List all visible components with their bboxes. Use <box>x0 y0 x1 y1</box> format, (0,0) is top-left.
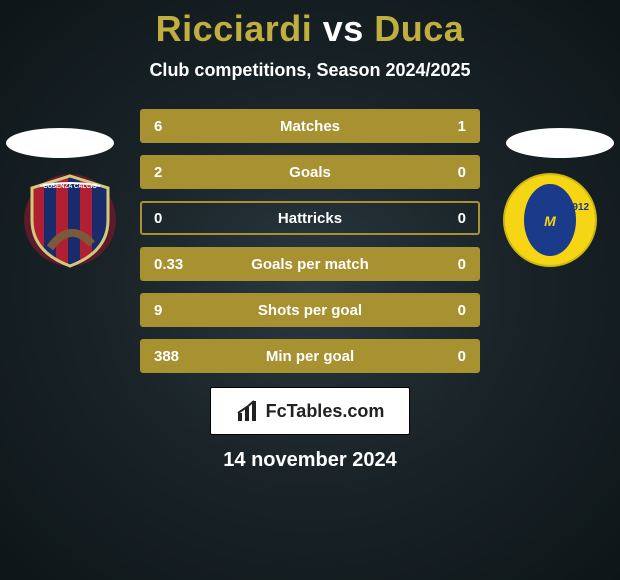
stat-row: 0Hattricks0 <box>140 201 480 235</box>
shield-icon: M 1912 <box>500 170 600 270</box>
stat-row: 2Goals0 <box>140 155 480 189</box>
stat-value-left: 6 <box>142 118 212 135</box>
stat-value-right: 0 <box>408 256 478 273</box>
stat-row: 388Min per goal0 <box>140 339 480 373</box>
comparison-card: Ricciardi vs Duca Club competitions, Sea… <box>0 0 620 580</box>
stat-value-right: 0 <box>408 348 478 365</box>
page-title: Ricciardi vs Duca <box>0 8 620 50</box>
right-club-badge: M 1912 <box>500 170 600 270</box>
stat-value-left: 388 <box>142 348 212 365</box>
fctables-text: FcTables.com <box>266 401 385 422</box>
title-vs: vs <box>312 8 374 49</box>
stat-label: Matches <box>212 118 408 135</box>
stat-value-right: 0 <box>408 164 478 181</box>
svg-text:COSENZA CALCIO: COSENZA CALCIO <box>43 184 97 190</box>
stat-rows: 6Matches12Goals00Hattricks00.33Goals per… <box>140 109 480 373</box>
title-right-player: Duca <box>374 8 464 49</box>
left-player-avatar-ellipse <box>6 128 114 158</box>
stat-value-right: 0 <box>408 210 478 227</box>
stat-row: 9Shots per goal0 <box>140 293 480 327</box>
bar-chart-icon <box>236 399 260 423</box>
subtitle: Club competitions, Season 2024/2025 <box>0 60 620 81</box>
date-text: 14 november 2024 <box>0 449 620 472</box>
title-left-player: Ricciardi <box>156 8 313 49</box>
left-club-badge: COSENZA CALCIO <box>20 170 120 270</box>
stat-value-right: 1 <box>408 118 478 135</box>
stat-label: Goals per match <box>212 256 408 273</box>
fctables-logo: FcTables.com <box>210 387 410 435</box>
stat-value-left: 0 <box>142 210 212 227</box>
right-player-avatar-ellipse <box>506 128 614 158</box>
stat-value-right: 0 <box>408 302 478 319</box>
stat-value-left: 2 <box>142 164 212 181</box>
badge-year: 1912 <box>567 202 590 213</box>
stat-value-left: 0.33 <box>142 256 212 273</box>
stat-label: Min per goal <box>212 348 408 365</box>
stat-row: 0.33Goals per match0 <box>140 247 480 281</box>
stat-row: 6Matches1 <box>140 109 480 143</box>
stat-value-left: 9 <box>142 302 212 319</box>
stat-label: Goals <box>212 164 408 181</box>
stat-label: Shots per goal <box>212 302 408 319</box>
shield-icon: COSENZA CALCIO <box>20 170 120 270</box>
stat-label: Hattricks <box>212 210 408 227</box>
svg-text:M: M <box>544 213 556 229</box>
